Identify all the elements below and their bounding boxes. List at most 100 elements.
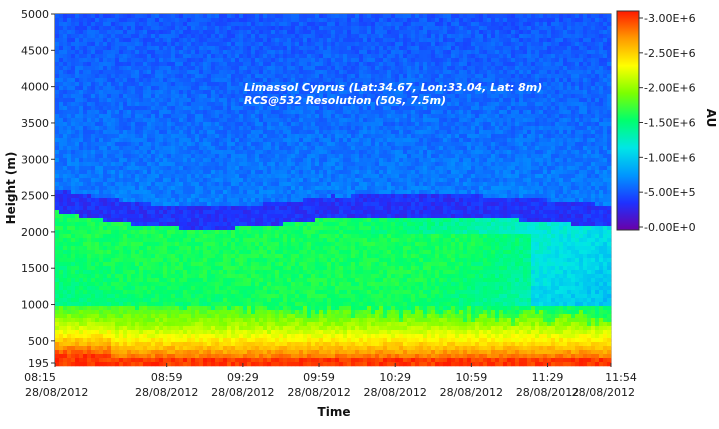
heatmap-cell [131, 38, 136, 43]
heatmap-cell [259, 286, 264, 291]
heatmap-cell [75, 306, 80, 311]
heatmap-cell [187, 242, 192, 247]
heatmap-cell [275, 94, 280, 99]
heatmap-cell [123, 314, 128, 319]
heatmap-cell [263, 250, 268, 255]
heatmap-cell [83, 170, 88, 175]
heatmap-cell [187, 246, 192, 251]
heatmap-cell [219, 354, 224, 359]
heatmap-cell [107, 302, 112, 307]
heatmap-cell [195, 78, 200, 83]
heatmap-cell [255, 142, 260, 147]
heatmap-cell [207, 218, 212, 223]
heatmap-cell [111, 26, 116, 31]
heatmap-cell [59, 270, 64, 275]
heatmap-cell [203, 254, 208, 259]
heatmap-cell [127, 246, 132, 251]
heatmap-cell [115, 174, 120, 179]
heatmap-cell [63, 62, 68, 67]
heatmap-cell [215, 138, 220, 143]
heatmap-cell [107, 14, 112, 19]
heatmap-cell [243, 182, 248, 187]
heatmap-cell [59, 82, 64, 87]
heatmap-cell [107, 78, 112, 83]
heatmap-cell [263, 206, 268, 211]
heatmap-cell [71, 62, 76, 67]
heatmap-cell [171, 202, 176, 207]
heatmap-cell [95, 246, 100, 251]
heatmap-cell [223, 206, 228, 211]
heatmap-cell [255, 238, 260, 243]
heatmap-cell [99, 122, 104, 127]
heatmap-cell [91, 242, 96, 247]
heatmap-cell [171, 230, 176, 235]
heatmap-cell [75, 234, 80, 239]
heatmap-cell [243, 302, 248, 307]
heatmap-cell [83, 174, 88, 179]
heatmap-cell [119, 154, 124, 159]
heatmap-cell [71, 78, 76, 83]
heatmap-cell [195, 346, 200, 351]
heatmap-cell [255, 134, 260, 139]
heatmap-cell [175, 198, 180, 203]
heatmap-cell [279, 70, 284, 75]
heatmap-cell [195, 178, 200, 183]
heatmap-cell [255, 122, 260, 127]
heatmap-cell [55, 330, 60, 335]
heatmap-cell [263, 214, 268, 219]
heatmap-cell [171, 326, 176, 331]
heatmap-cell [183, 174, 188, 179]
heatmap-cell [103, 30, 108, 35]
heatmap-cell [219, 194, 224, 199]
heatmap-cell [243, 130, 248, 135]
heatmap-cell [63, 322, 68, 327]
heatmap-cell [163, 18, 168, 23]
heatmap-cell [59, 94, 64, 99]
heatmap-cell [67, 14, 72, 19]
heatmap-cell [247, 166, 252, 171]
heatmap-cell [255, 130, 260, 135]
heatmap-cell [179, 162, 184, 167]
heatmap-cell [239, 62, 244, 67]
heatmap-cell [211, 170, 216, 175]
heatmap-cell [279, 166, 284, 171]
heatmap-cell [179, 238, 184, 243]
heatmap-cell [171, 74, 176, 79]
heatmap-cell [55, 178, 60, 183]
heatmap-cell [275, 214, 280, 219]
heatmap-cell [175, 278, 180, 283]
heatmap-cell [271, 50, 276, 55]
heatmap-cell [75, 50, 80, 55]
heatmap-cell [183, 210, 188, 215]
heatmap-cell [187, 86, 192, 91]
heatmap-cell [155, 182, 160, 187]
heatmap-cell [103, 234, 108, 239]
heatmap-cell [75, 90, 80, 95]
heatmap-cell [199, 98, 204, 103]
heatmap-cell [243, 86, 248, 91]
heatmap-cell [135, 82, 140, 87]
heatmap-cell [187, 58, 192, 63]
heatmap-cell [71, 26, 76, 31]
heatmap-cell [239, 54, 244, 59]
heatmap-cell [131, 54, 136, 59]
heatmap-cell [227, 262, 232, 267]
heatmap-cell [215, 86, 220, 91]
heatmap-cell [87, 226, 92, 231]
heatmap-cell [147, 178, 152, 183]
heatmap-cell [123, 194, 128, 199]
heatmap-cell [207, 138, 212, 143]
heatmap-cell [223, 274, 228, 279]
heatmap-cell [67, 58, 72, 63]
heatmap-cell [155, 214, 160, 219]
heatmap-cell [67, 102, 72, 107]
heatmap-cell [155, 338, 160, 343]
heatmap-cell [151, 286, 156, 291]
heatmap-cell [123, 290, 128, 295]
heatmap-cell [71, 274, 76, 279]
heatmap-cell [71, 38, 76, 43]
heatmap-cell [79, 78, 84, 83]
heatmap-cell [83, 38, 88, 43]
heatmap-cell [159, 118, 164, 123]
heatmap-cell [195, 266, 200, 271]
